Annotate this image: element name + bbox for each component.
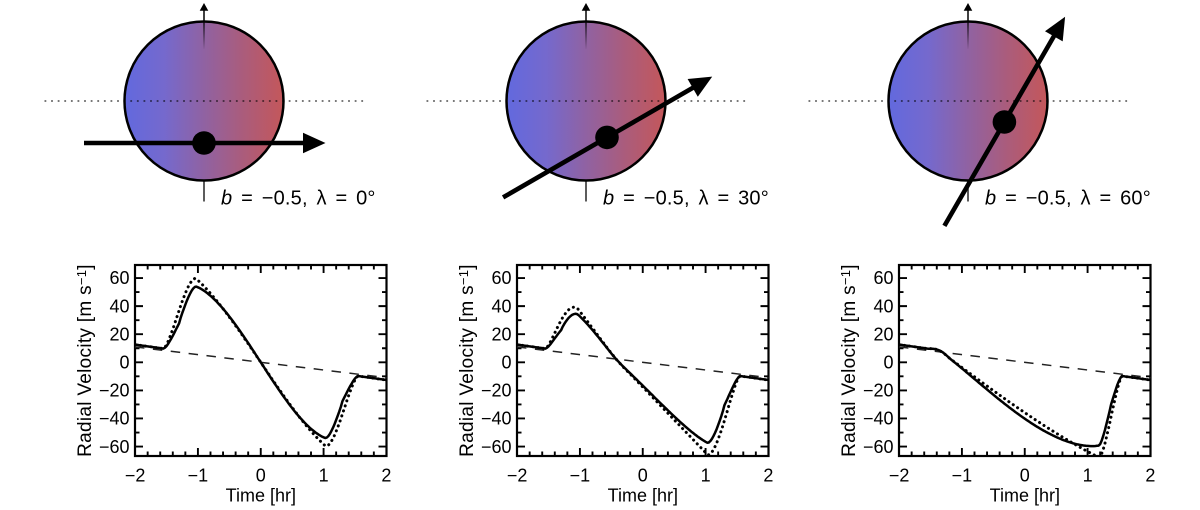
svg-text:60: 60 (873, 268, 893, 288)
svg-text:b = −0.5, λ = 0°: b = −0.5, λ = 0° (221, 188, 376, 210)
svg-text:2: 2 (1145, 466, 1155, 486)
svg-text:0: 0 (638, 466, 648, 486)
svg-text:40: 40 (491, 296, 511, 316)
svg-text:−1: −1 (952, 466, 973, 486)
svg-text:Time [hr]: Time [hr] (608, 486, 678, 506)
svg-text:Radial Velocity [m s−1]: Radial Velocity [m s−1] (74, 264, 96, 457)
svg-text:−40: −40 (481, 409, 512, 429)
svg-text:Radial Velocity [m s−1]: Radial Velocity [m s−1] (838, 264, 860, 457)
svg-text:40: 40 (109, 296, 129, 316)
svg-text:−1: −1 (570, 466, 591, 486)
svg-text:1: 1 (319, 466, 329, 486)
svg-text:1: 1 (701, 466, 711, 486)
svg-text:b = −0.5, λ = 30°: b = −0.5, λ = 30° (603, 188, 769, 210)
svg-text:−1: −1 (188, 466, 209, 486)
svg-text:Radial Velocity [m s−1]: Radial Velocity [m s−1] (456, 264, 478, 457)
svg-text:Time [hr]: Time [hr] (226, 486, 296, 506)
svg-text:−2: −2 (507, 466, 528, 486)
svg-text:−40: −40 (863, 409, 894, 429)
svg-text:20: 20 (873, 324, 893, 344)
svg-text:−20: −20 (481, 381, 512, 401)
svg-text:20: 20 (491, 324, 511, 344)
svg-text:20: 20 (109, 324, 129, 344)
svg-text:40: 40 (873, 296, 893, 316)
svg-text:2: 2 (381, 466, 391, 486)
svg-text:−20: −20 (99, 381, 130, 401)
svg-text:−60: −60 (99, 437, 130, 457)
svg-text:60: 60 (109, 268, 129, 288)
svg-text:−60: −60 (481, 437, 512, 457)
svg-text:2: 2 (763, 466, 773, 486)
svg-text:−2: −2 (125, 466, 146, 486)
svg-text:0: 0 (883, 353, 893, 373)
svg-text:b = −0.5, λ = 60°: b = −0.5, λ = 60° (985, 188, 1151, 210)
svg-text:0: 0 (501, 353, 511, 373)
svg-text:−2: −2 (889, 466, 910, 486)
svg-text:0: 0 (119, 353, 129, 373)
svg-text:−60: −60 (863, 437, 894, 457)
svg-text:60: 60 (491, 268, 511, 288)
svg-text:1: 1 (1083, 466, 1093, 486)
svg-text:Time [hr]: Time [hr] (990, 486, 1060, 506)
svg-text:0: 0 (256, 466, 266, 486)
svg-text:−40: −40 (99, 409, 130, 429)
svg-text:0: 0 (1020, 466, 1030, 486)
svg-text:−20: −20 (863, 381, 894, 401)
